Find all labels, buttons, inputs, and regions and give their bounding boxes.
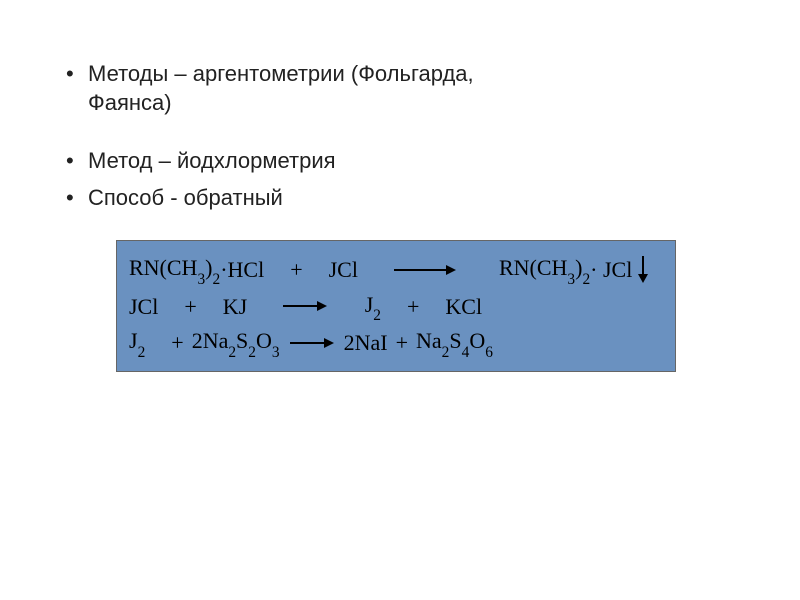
bullet-text-2: Метод – йодхлорметрия <box>88 148 336 173</box>
bullet-group-2: Метод – йодхлорметрия Способ - обратный <box>60 147 740 212</box>
reaction-line-1: RN(CH3)2·HCl+JCl RN(CH3)2· JCl <box>129 251 663 288</box>
bullet-text-1b: Фаянса) <box>88 90 172 115</box>
slide-container: Методы – аргентометрии (Фольгарда, Фаянс… <box>20 20 780 580</box>
bullet-text-3: Способ - обратный <box>88 185 283 210</box>
reaction-box: RN(CH3)2·HCl+JCl RN(CH3)2· JCl JCl+KJ J2… <box>116 240 676 372</box>
bullet-item-2: Метод – йодхлорметрия <box>60 147 740 176</box>
bullet-group-1: Методы – аргентометрии (Фольгарда, Фаянс… <box>60 60 740 117</box>
reaction-line-3: J2+2Na2S2O3 2NaI + Na2S4O6 <box>129 324 663 361</box>
bullet-item-1: Методы – аргентометрии (Фольгарда, Фаянс… <box>60 60 740 117</box>
bullet-text-1a: Методы – аргентометрии (Фольгарда, <box>88 61 474 86</box>
bullet-item-3: Способ - обратный <box>60 184 740 213</box>
reaction-line-2: JCl+KJ J2+KCl <box>129 288 663 325</box>
